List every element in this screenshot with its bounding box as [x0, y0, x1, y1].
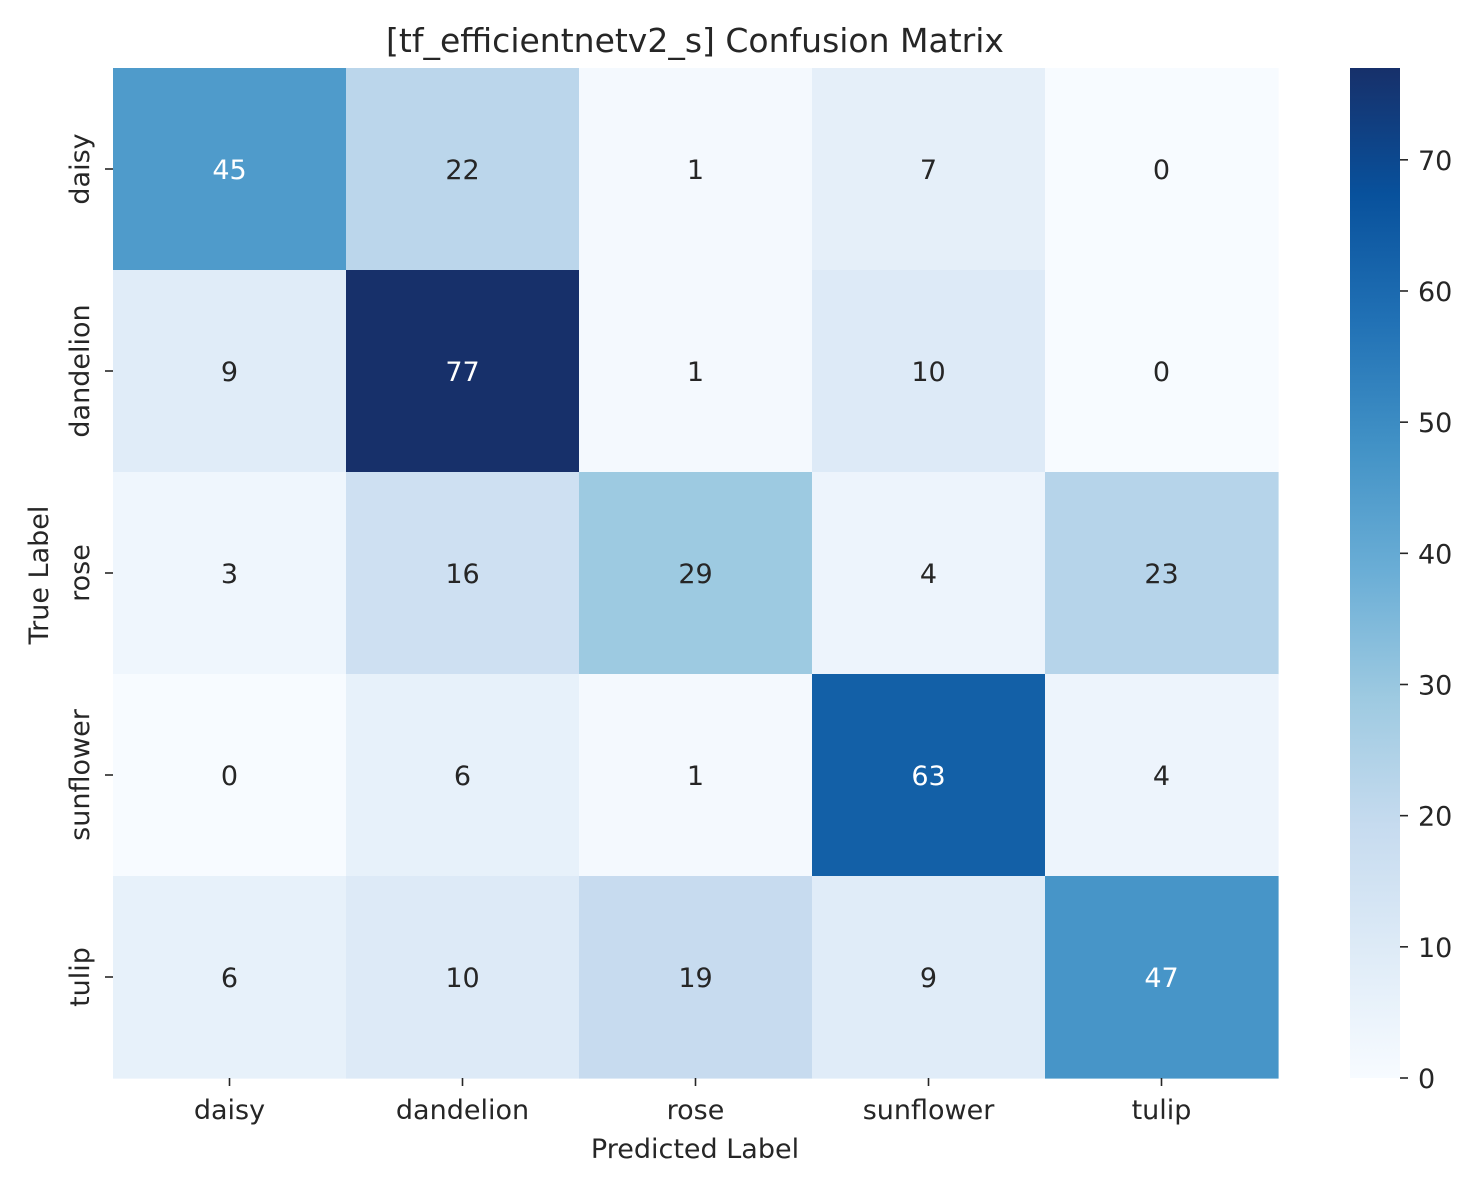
cell-value-label: 0 — [1153, 357, 1170, 388]
heatmap-cell — [113, 674, 347, 877]
cell-value-label: 1 — [687, 761, 704, 792]
heatmap-cell — [1045, 68, 1279, 271]
heatmap-cells — [113, 68, 1279, 1079]
cell-value-label: 0 — [221, 761, 238, 792]
colorbar-tick-label: 0 — [1418, 1064, 1435, 1095]
heatmap-cell — [1045, 876, 1279, 1079]
x-tick-label: daisy — [194, 1095, 265, 1126]
heatmap-cell — [1045, 472, 1279, 675]
heatmap-cell — [113, 472, 347, 675]
colorbar-tick-label: 60 — [1418, 277, 1452, 308]
y-tick-label: sunflower — [65, 708, 96, 841]
heatmap-cell — [812, 876, 1046, 1079]
cell-value-label: 77 — [445, 357, 479, 388]
heatmap-cell — [346, 472, 580, 675]
chart-title: [tf_efficientnetv2_s] Confusion Matrix — [386, 21, 1004, 60]
cell-value-label: 10 — [445, 963, 479, 994]
x-tick-label: tulip — [1132, 1095, 1192, 1126]
cell-value-label: 0 — [1153, 155, 1170, 186]
cell-value-label: 7 — [920, 155, 937, 186]
cell-value-label: 23 — [1144, 559, 1178, 590]
heatmap-cell — [579, 68, 813, 271]
cell-value-label: 19 — [678, 963, 712, 994]
cell-value-label: 6 — [454, 761, 471, 792]
colorbar-tick-label: 40 — [1418, 539, 1452, 570]
heatmap-cell — [579, 270, 813, 473]
cell-value-label: 29 — [678, 559, 712, 590]
cell-value-label: 63 — [911, 761, 945, 792]
colorbar-tick-label: 70 — [1418, 146, 1452, 177]
y-axis-label: True Label — [24, 506, 55, 646]
heatmap-cell — [346, 674, 580, 877]
y-axis: daisy dandelion rose sunflower tulip — [65, 133, 113, 1007]
cell-value-label: 1 — [687, 357, 704, 388]
colorbar-tick-label: 30 — [1418, 670, 1452, 701]
heatmap-cell — [346, 876, 580, 1079]
cell-value-label: 22 — [445, 155, 479, 186]
x-tick-label: dandelion — [396, 1095, 529, 1126]
x-axis: daisy dandelion rose sunflower tulip — [194, 1078, 1192, 1126]
heatmap-cell — [812, 674, 1046, 877]
colorbar-tick-label: 20 — [1418, 802, 1452, 833]
cell-value-label: 9 — [920, 963, 937, 994]
heatmap-cell — [1045, 674, 1279, 877]
y-tick-label: daisy — [65, 133, 96, 204]
cell-value-label: 3 — [221, 559, 238, 590]
x-tick-label: sunflower — [863, 1095, 996, 1126]
heatmap-cell — [113, 68, 347, 271]
cell-value-label: 4 — [1153, 761, 1170, 792]
y-tick-label: tulip — [65, 947, 96, 1007]
y-tick-label: dandelion — [65, 304, 96, 437]
heatmap-cell — [812, 472, 1046, 675]
heatmap-cell — [812, 68, 1046, 271]
heatmap-cell — [113, 270, 347, 473]
colorbar-tick-label: 10 — [1418, 933, 1452, 964]
cell-value-label: 4 — [920, 559, 937, 590]
heatmap-cell — [579, 472, 813, 675]
colorbar: 0 10 20 30 40 50 60 70 — [1350, 68, 1452, 1095]
heatmap-cell — [1045, 270, 1279, 473]
cell-value-label: 10 — [911, 357, 945, 388]
heatmap-cell — [579, 876, 813, 1079]
x-axis-label: Predicted Label — [591, 1134, 799, 1165]
cell-value-label: 47 — [1144, 963, 1178, 994]
cell-value-label: 9 — [221, 357, 238, 388]
cell-value-label: 6 — [221, 963, 238, 994]
heatmap-cell — [812, 270, 1046, 473]
colorbar-gradient — [1350, 68, 1400, 1078]
colorbar-tick-label: 50 — [1418, 408, 1452, 439]
cell-annotations: 45 22 1 7 0 9 77 1 10 0 3 16 29 4 23 0 6 1 63 4 6 10 19 9 47 — [212, 155, 1178, 994]
cell-value-label: 16 — [445, 559, 479, 590]
heatmap-cell — [346, 68, 580, 271]
cell-value-label: 45 — [212, 155, 246, 186]
y-tick-label: rose — [65, 544, 96, 602]
heatmap-cell — [579, 674, 813, 877]
cell-value-label: 1 — [687, 155, 704, 186]
x-tick-label: rose — [667, 1095, 725, 1126]
heatmap-cell — [346, 270, 580, 473]
heatmap-cell — [113, 876, 347, 1079]
